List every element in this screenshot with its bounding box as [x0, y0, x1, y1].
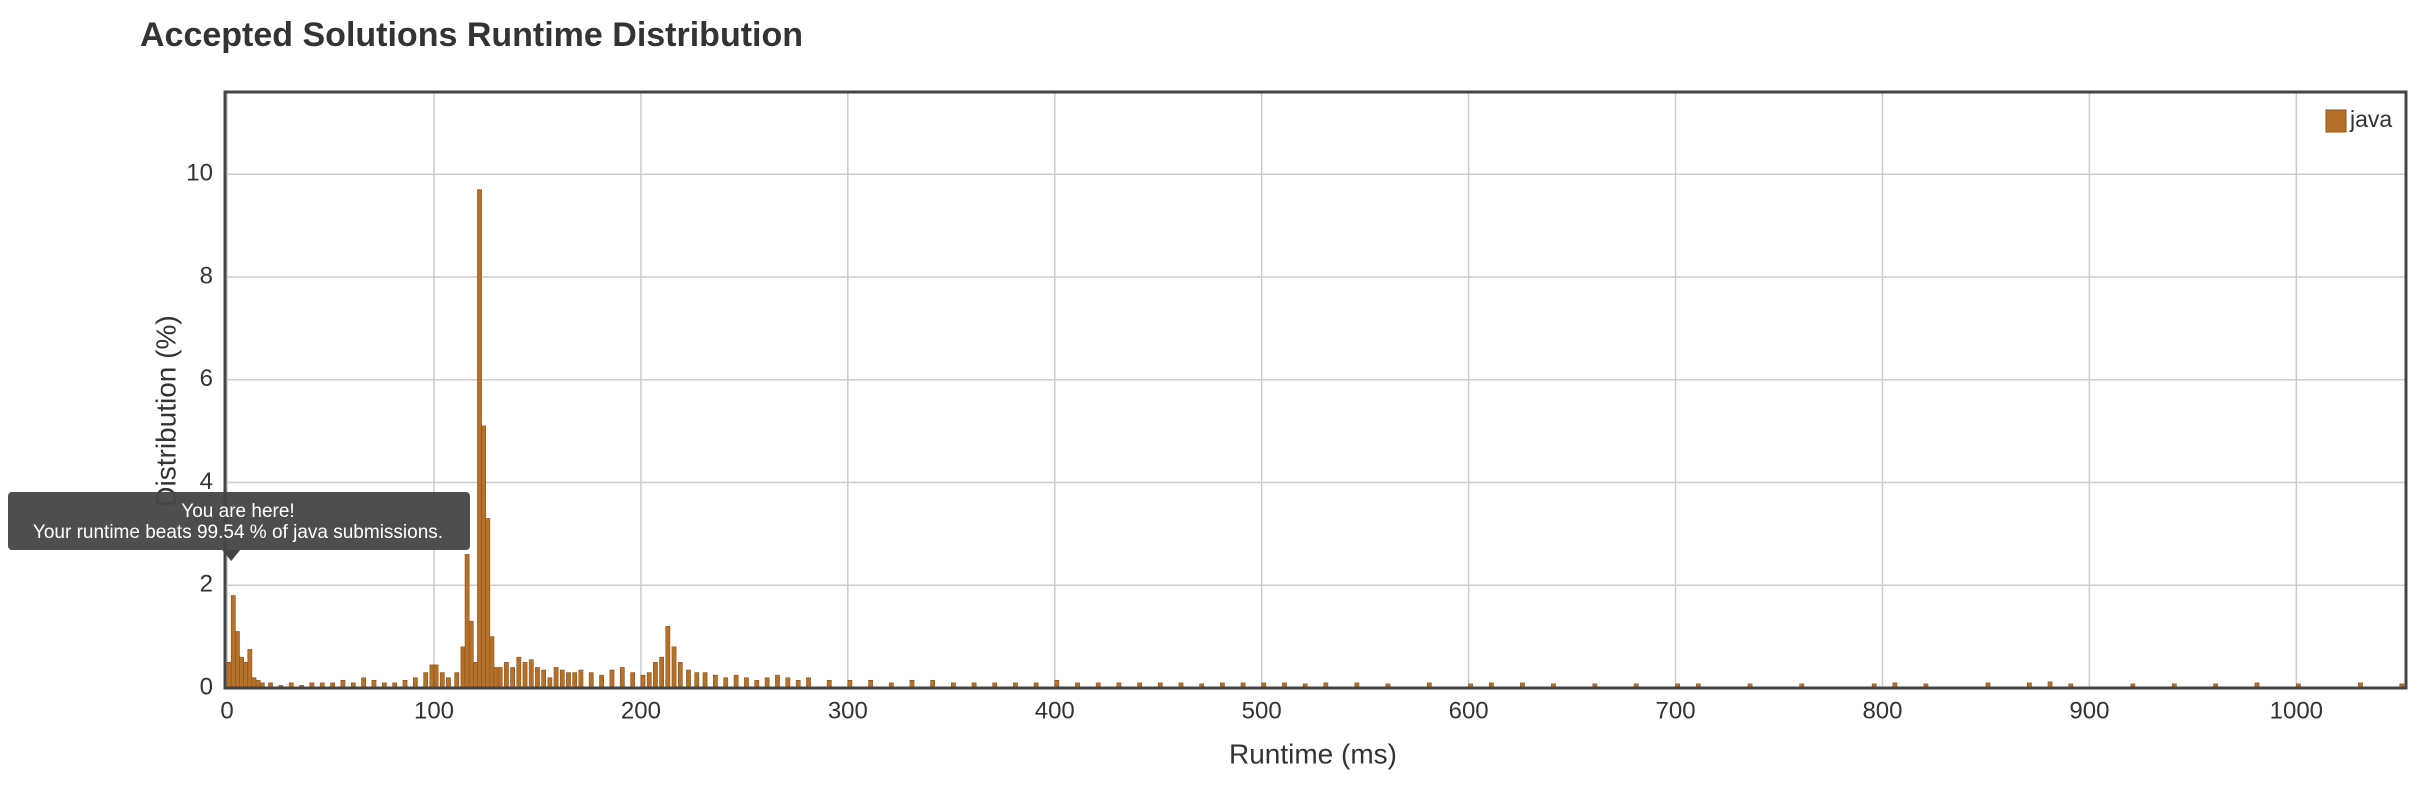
- bar: [485, 518, 491, 689]
- bar: [504, 662, 509, 689]
- bar: [578, 669, 584, 689]
- bar: [686, 669, 691, 689]
- y-tick-label: 4: [200, 468, 213, 495]
- bar: [619, 667, 625, 689]
- x-tick-label: 800: [1862, 697, 1902, 724]
- bar: [235, 631, 240, 689]
- x-tick-label: 600: [1449, 697, 1489, 724]
- bar: [460, 646, 466, 689]
- plot-frame: [223, 90, 2408, 690]
- bar: [528, 659, 534, 689]
- x-tick-label: 200: [621, 697, 661, 724]
- bar: [806, 677, 811, 689]
- bar: [665, 626, 671, 689]
- bar: [553, 667, 559, 689]
- tooltip-box: [8, 492, 470, 550]
- y-tick-label: 0: [200, 673, 213, 700]
- bar: [454, 672, 460, 689]
- bar: [733, 674, 739, 689]
- bar: [677, 662, 683, 689]
- bar: [775, 674, 780, 689]
- bar: [588, 672, 594, 689]
- bar: [423, 672, 429, 689]
- bar: [439, 672, 445, 689]
- tooltip-title: You are here!: [181, 501, 294, 522]
- x-tick-label: 300: [828, 697, 868, 724]
- x-tick-label: 0: [220, 697, 233, 724]
- y-tick-label: 10: [186, 160, 213, 187]
- tooltip-arrow: [222, 550, 241, 561]
- x-tick-label: 100: [414, 697, 454, 724]
- bar: [251, 677, 257, 689]
- bar: [640, 674, 646, 689]
- bar: [559, 669, 565, 689]
- bar: [609, 669, 615, 689]
- bar: [247, 649, 253, 689]
- bar: [497, 667, 503, 689]
- bar: [702, 672, 708, 689]
- bar: [599, 674, 604, 689]
- bar: [764, 677, 770, 689]
- bar: [243, 662, 249, 689]
- bar: [489, 636, 495, 689]
- bar: [481, 425, 487, 689]
- bar: [694, 672, 700, 689]
- bar: [671, 646, 677, 689]
- bar: [226, 662, 232, 689]
- bar: [510, 667, 515, 689]
- bar: [659, 656, 664, 689]
- x-tick-label: 500: [1242, 697, 1282, 724]
- y-tick-label: 6: [200, 365, 213, 392]
- tooltip-text: Your runtime beats 99.54 % of java submi…: [33, 522, 443, 543]
- bar: [464, 554, 470, 689]
- bar: [723, 677, 729, 689]
- legend-swatch: [2325, 109, 2347, 133]
- bar: [566, 672, 571, 689]
- y-tick-label: 8: [200, 262, 213, 289]
- bar: [516, 656, 522, 689]
- bar: [572, 672, 578, 689]
- bar: [785, 677, 791, 689]
- bar: [547, 677, 553, 689]
- bar: [653, 662, 658, 689]
- bar: [473, 662, 478, 689]
- bar: [646, 672, 652, 689]
- bar: [477, 189, 482, 689]
- bar: [541, 669, 547, 689]
- x-axis-label: Runtime (ms): [1229, 738, 1397, 769]
- x-tick-label: 1000: [2270, 697, 2323, 724]
- chart-title: Accepted Solutions Runtime Distribution: [140, 16, 803, 54]
- x-tick-label: 400: [1035, 697, 1075, 724]
- x-tick-label: 700: [1656, 697, 1696, 724]
- x-tick-label: 900: [2069, 697, 2109, 724]
- bar: [744, 677, 749, 689]
- bar: [630, 672, 636, 689]
- bar: [493, 667, 499, 689]
- legend-label: java: [2349, 106, 2392, 132]
- bar: [522, 662, 528, 689]
- bar: [413, 677, 418, 689]
- bar: [446, 677, 451, 689]
- bar: [429, 664, 435, 689]
- bar: [433, 664, 439, 689]
- bar: [535, 667, 540, 689]
- bar: [361, 677, 367, 689]
- bar: [230, 595, 236, 689]
- y-axis-label: Distribution (%): [150, 315, 181, 506]
- bar: [468, 620, 474, 689]
- bar: [713, 674, 718, 689]
- y-tick-label: 2: [200, 571, 213, 598]
- bar: [239, 656, 244, 689]
